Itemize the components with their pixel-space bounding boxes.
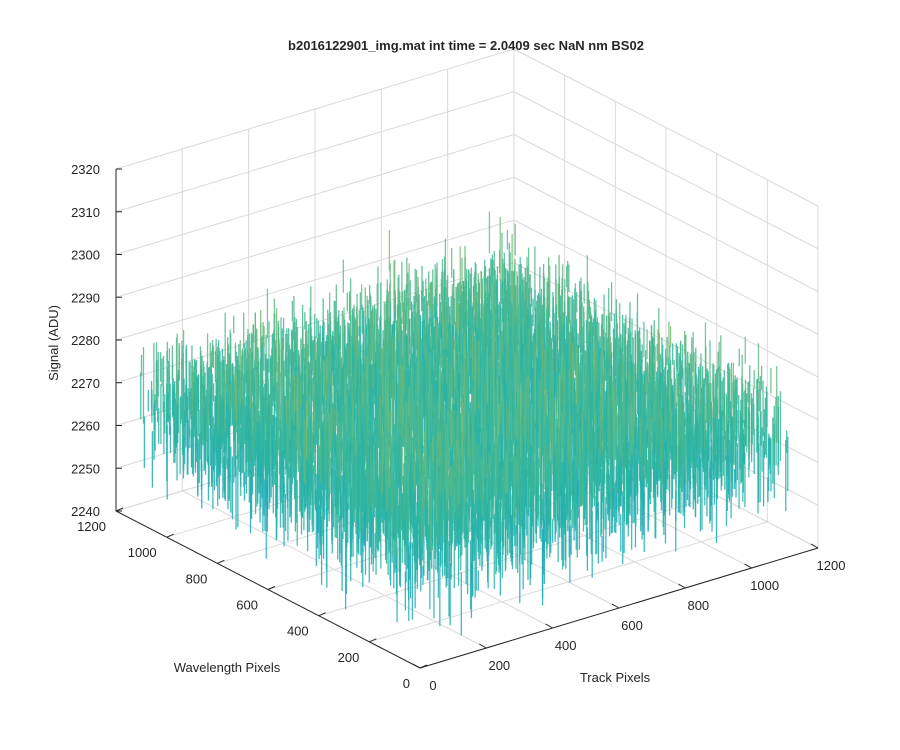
grid-line [115,219,515,341]
grid-line [513,91,819,250]
grid-line [513,176,819,335]
grid-line [115,176,515,298]
grid-line [369,521,768,643]
surface-plot [140,211,789,636]
grid-line [513,48,819,207]
grid-line [513,134,819,292]
grid-line [115,48,515,170]
grid-line [115,91,515,213]
grid-line [115,134,515,255]
grid-line [513,219,819,378]
